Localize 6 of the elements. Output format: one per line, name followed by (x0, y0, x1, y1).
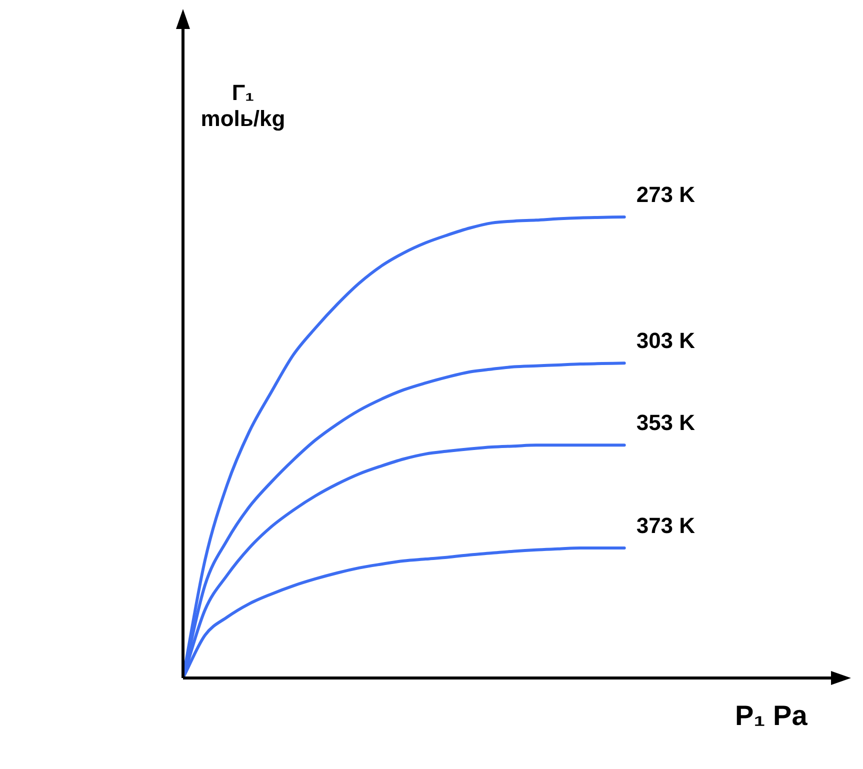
x-axis-title: P₁ Pa (735, 700, 808, 732)
y-axis-title: Γ₁ molь/kg (200, 80, 286, 132)
series-label: 353 K (636, 410, 696, 436)
series-label: 303 K (636, 328, 696, 354)
series-label: 273 K (636, 182, 696, 208)
series-label: 373 K (636, 513, 696, 538)
